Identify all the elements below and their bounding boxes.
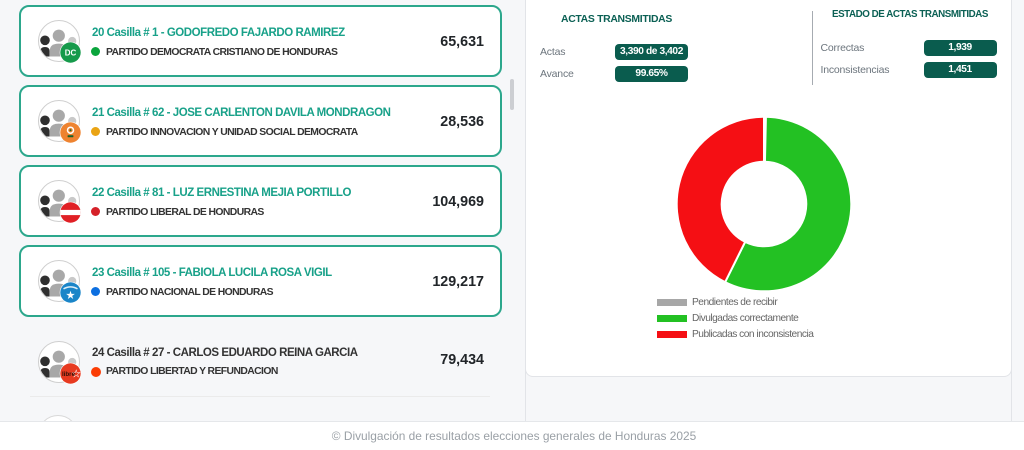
svg-text:libre: libre bbox=[61, 371, 75, 378]
svg-text:DC: DC bbox=[65, 49, 77, 58]
